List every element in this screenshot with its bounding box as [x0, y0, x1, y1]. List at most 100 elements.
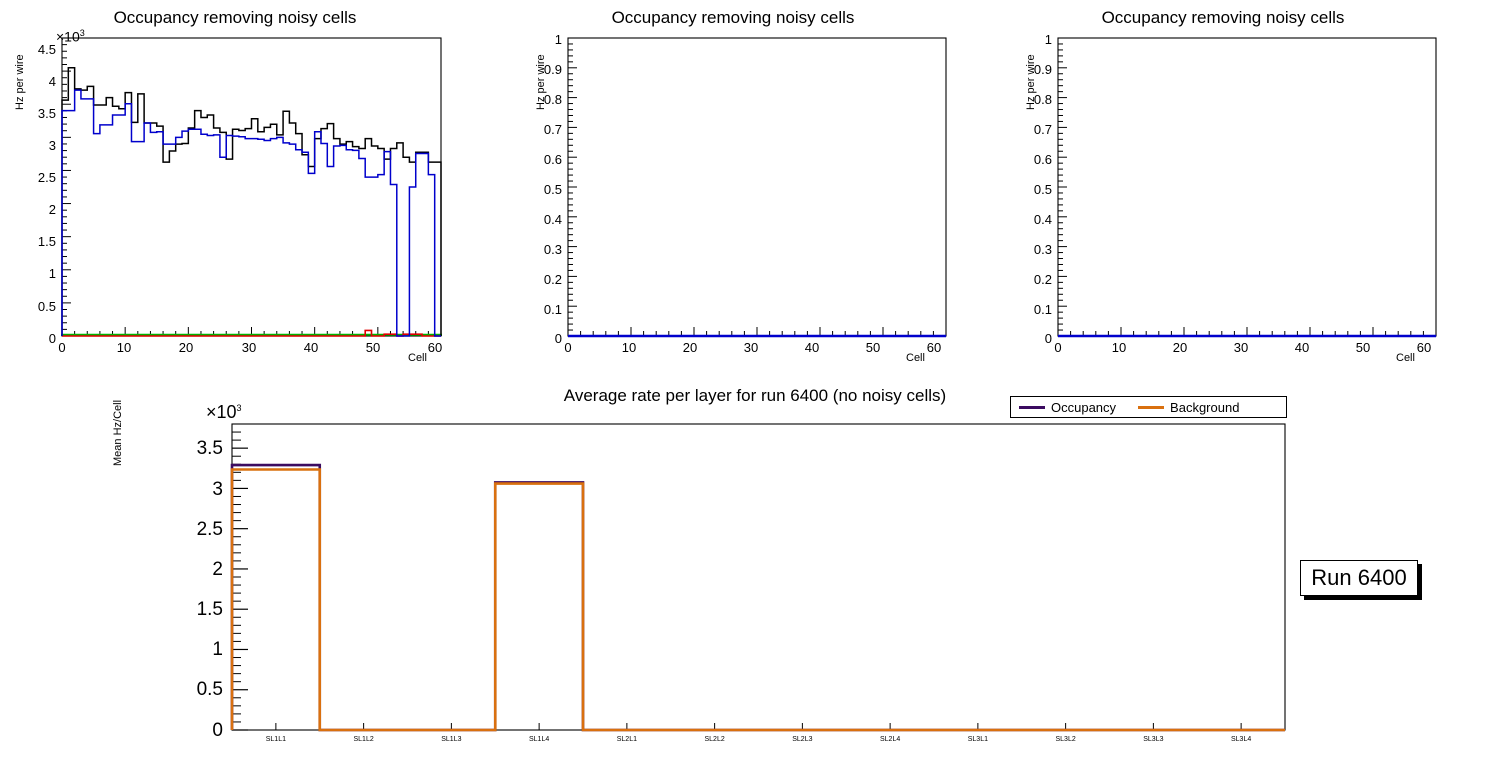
panel-3-x-ticklabel: 0	[1054, 340, 1062, 355]
panel-4-x-ticklabel: SL1L4	[529, 736, 550, 743]
panel-2-y-ticklabel: 0.5	[543, 182, 562, 197]
legend-swatch-background	[1138, 405, 1165, 409]
panel-1-x-axis-title: Cell	[408, 352, 427, 364]
panel-2-x-ticklabel: 40	[804, 340, 820, 355]
panel-1-y-ticklabel: 1.5	[37, 234, 56, 249]
panel-2-x-ticklabel: 10	[621, 340, 637, 355]
panel-2-y-ticklabel: 0	[554, 331, 562, 346]
panel-3-y-ticklabel: 0.1	[1033, 302, 1052, 317]
panel-3-y-ticklabel: 0.7	[1033, 122, 1052, 137]
panel-3-y-ticklabel: 0	[1044, 331, 1052, 346]
panel-4-x-ticklabel: SL3L2	[1055, 736, 1076, 743]
panel-1-x-ticklabel: 50	[365, 340, 381, 355]
panel-3-x-ticklabel: 10	[1111, 340, 1127, 355]
panel-4-y-exponent: ×103	[206, 402, 242, 422]
series-blue-cleaned	[61, 89, 441, 337]
panel-4-x-ticklabel: SL3L3	[1143, 736, 1164, 743]
panel-4-plot-area	[230, 423, 1286, 732]
panel-1-y-ticklabel: 4.5	[37, 42, 56, 57]
plot-frame	[567, 37, 947, 337]
panel-3-y-ticklabel: 0.9	[1033, 62, 1052, 77]
plot-frame	[1057, 37, 1437, 337]
panel-2-x-ticklabel: 50	[865, 340, 881, 355]
panel-1-y-ticklabel: 3.5	[37, 106, 56, 121]
legend-label-occupancy: Occupancy	[1051, 399, 1117, 415]
panel-4-x-ticklabel: SL2L3	[792, 736, 813, 743]
panel-2-y-ticklabel: 0.6	[543, 152, 562, 167]
panel-1-x-ticklabel: 40	[303, 340, 319, 355]
panel-2-x-ticklabel: 0	[564, 340, 572, 355]
panel-4-y-ticklabel: 1	[212, 639, 223, 660]
panel-1-x-ticklabel: 60	[427, 340, 443, 355]
plot-frame	[231, 423, 1286, 731]
panel-4-x-ticklabel: SL1L2	[353, 736, 374, 743]
panel-3-x-ticklabel: 40	[1294, 340, 1310, 355]
legend: Occupancy Background	[1010, 396, 1287, 418]
panel-1-title: Occupancy removing noisy cells	[113, 8, 357, 27]
panel-4-y-ticklabel: 3.5	[196, 438, 223, 459]
panel-4-y-ticklabel: 3	[212, 479, 223, 500]
panel-occupancy-3: Occupancy removing noisy cells Hz per wi…	[988, 0, 1458, 380]
legend-swatch-occupancy	[1019, 405, 1045, 409]
legend-entry-background[interactable]: Background	[1138, 400, 1239, 415]
panel-1-x-ticklabel: 20	[178, 340, 194, 355]
panel-2-y-ticklabel: 0.9	[543, 62, 562, 77]
panel-1-x-ticklabel: 30	[241, 340, 257, 355]
panel-2-x-axis-title: Cell	[906, 352, 925, 364]
panel-3-title: Occupancy removing noisy cells	[1101, 8, 1345, 27]
panel-3-x-ticklabel: 50	[1355, 340, 1371, 355]
panel-3-x-ticklabel: 60	[1416, 340, 1432, 355]
panel-2-plot-area	[567, 37, 947, 338]
plot-frame	[61, 37, 442, 337]
panel-2-y-ticklabel: 0.4	[543, 212, 562, 227]
panel-3-y-ticklabel: 0.2	[1033, 272, 1052, 287]
series-background	[230, 468, 1285, 732]
panel-4-y-ticklabel: 1.5	[196, 599, 223, 620]
panel-1-x-ticklabel: 10	[116, 340, 132, 355]
panel-4-title: Average rate per layer for run 6400 (no …	[563, 386, 947, 405]
panel-1-y-ticklabel: 0.5	[37, 299, 56, 314]
panel-2-x-ticklabel: 20	[682, 340, 698, 355]
panel-1-y-ticklabel: 3	[48, 138, 56, 153]
panel-2-x-ticklabel: 60	[926, 340, 942, 355]
panel-1-y-ticklabel: 1	[48, 266, 56, 281]
panel-average-rate: Average rate per layer for run 6400 (no …	[0, 380, 1496, 772]
panel-4-y-ticklabel: 2	[212, 559, 223, 580]
legend-entry-occupancy[interactable]: Occupancy	[1019, 400, 1116, 415]
panel-1-y-ticklabel: 2	[48, 202, 56, 217]
panel-4-x-ticklabel: SL2L4	[880, 736, 901, 743]
panel-4-x-ticklabel: SL3L1	[967, 736, 988, 743]
panel-1-y-ticklabel: 0	[48, 331, 56, 346]
panel-3-y-ticklabel: 0.5	[1033, 182, 1052, 197]
series-occupancy	[230, 463, 1285, 732]
panel-2-y-ticklabel: 0.1	[543, 302, 562, 317]
panel-4-y-ticklabel: 0.5	[196, 679, 223, 700]
panel-3-y-ticklabel: 0.8	[1033, 92, 1052, 107]
panel-3-y-ticklabel: 0.4	[1033, 212, 1052, 227]
panel-2-x-ticklabel: 30	[743, 340, 759, 355]
panel-2-title: Occupancy removing noisy cells	[611, 8, 855, 27]
run-annotation-box: Run 6400	[1300, 560, 1418, 596]
series-black-occupancy	[61, 67, 442, 336]
panel-4-x-ticklabel: SL2L2	[704, 736, 725, 743]
panel-2-y-ticklabel: 0.7	[543, 122, 562, 137]
panel-1-y-ticklabel: 4	[48, 74, 56, 89]
panel-2-y-ticklabel: 0.3	[543, 242, 562, 257]
panel-3-plot-area	[1057, 37, 1437, 338]
panel-occupancy-1: Occupancy removing noisy cells Hz per wi…	[0, 0, 470, 380]
panel-3-y-ticklabel: 1	[1044, 32, 1052, 47]
run-annotation-label: Run 6400	[1311, 565, 1407, 590]
panel-4-y-ticklabel: 2.5	[196, 519, 223, 540]
panel-2-y-ticklabel: 0.2	[543, 272, 562, 287]
panel-3-x-axis-title: Cell	[1396, 352, 1415, 364]
panel-3-x-ticklabel: 20	[1172, 340, 1188, 355]
panel-3-y-ticklabel: 0.6	[1033, 152, 1052, 167]
panel-2-y-ticklabel: 1	[554, 32, 562, 47]
series-red-flagged	[62, 329, 441, 337]
legend-label-background: Background	[1170, 399, 1240, 415]
panel-1-y-ticklabel: 2.5	[37, 170, 56, 185]
panel-occupancy-2: Occupancy removing noisy cells Hz per wi…	[498, 0, 968, 380]
panel-4-x-ticklabel: SL1L1	[265, 736, 286, 743]
panel-1-x-ticklabel: 0	[58, 340, 66, 355]
